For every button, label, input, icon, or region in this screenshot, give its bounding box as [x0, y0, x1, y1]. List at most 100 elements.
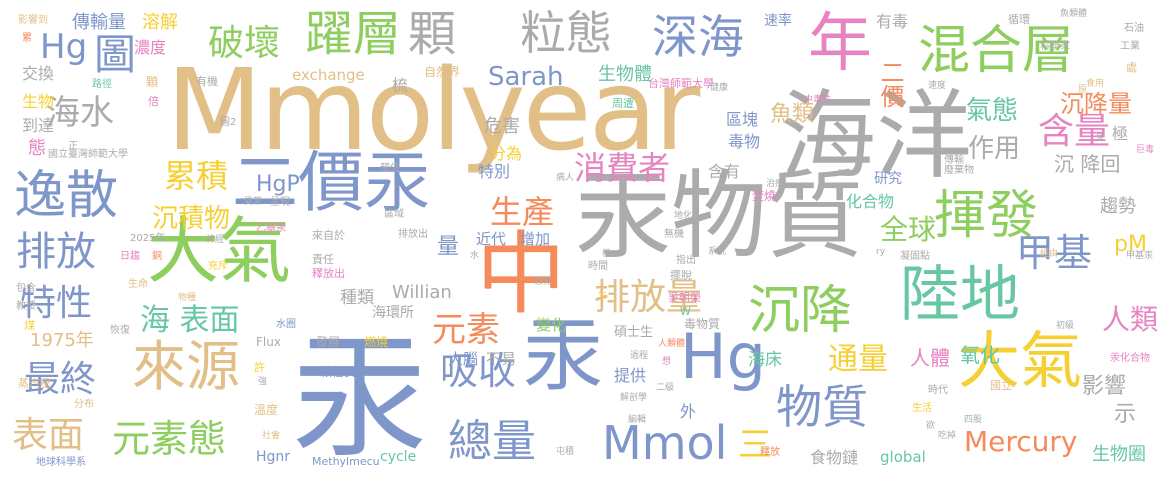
word-nian: 年	[808, 7, 872, 81]
word-tu2: 圖2	[220, 117, 237, 128]
word-hg-big: Hg	[680, 320, 766, 393]
word-cheng-xian: 呈現	[270, 197, 290, 208]
word-she-hui: 社會	[262, 431, 281, 441]
word-exchange: exchange	[292, 66, 365, 84]
word-po-huai: 破壞	[208, 23, 281, 64]
word-guo-li: 國立	[990, 379, 1012, 392]
word-zi-ran-jie: 自然界	[424, 65, 461, 79]
word-hgnr: Hgnr	[256, 449, 291, 465]
word-yi-san: 逸散	[14, 166, 119, 226]
word-sheng-ming: 生命	[128, 279, 148, 290]
word-tong-liang: 通量	[828, 342, 888, 377]
word-lei-ji: 累積	[164, 157, 229, 195]
word-ren-ti: 人體	[910, 346, 950, 370]
word-zeng-jia: 增加	[520, 230, 551, 248]
word-qiang: 強	[258, 377, 268, 387]
word-hun-he-ceng: 混合層	[918, 21, 1075, 81]
word-er-jia-gong: 二價汞	[232, 144, 430, 221]
word-xi-shou: 吸收	[440, 349, 517, 393]
word-shen-hai: 深海	[652, 10, 744, 64]
word-chen: 沉	[666, 93, 676, 103]
word-yu-lei-ti: 魚類體	[1060, 9, 1088, 19]
word-hai-biao-mian: 海 表面	[140, 303, 240, 338]
word-biao-mian: 表面	[12, 415, 85, 456]
word-yan-jiu: 研究	[874, 171, 902, 187]
word-shi-dai: 時代	[928, 385, 948, 396]
word-bian-hua: 變化	[536, 316, 567, 334]
word-sheng: 生	[598, 291, 608, 301]
word-chen-jiang: 沉降	[748, 281, 853, 341]
word-tun-ji: 屯積	[556, 447, 575, 457]
word-sheng-huo: 生活	[912, 403, 932, 414]
word-ren-lei-small: 人類體	[658, 339, 686, 349]
word-chong-chi: 充斥	[208, 261, 228, 272]
word-lai-yuan: 來源	[132, 335, 240, 398]
word-er-jia: 二價	[876, 60, 904, 108]
word-yi-ji-gong: 乙基汞	[256, 223, 286, 234]
word-ke-xue-jia: 科學家	[1040, 41, 1070, 52]
word-jing-you: 經由	[1040, 249, 1059, 259]
word-guo-li-tai-shi-da: 國立臺灣師範大學	[48, 149, 128, 160]
word-mmolyear: Mmolyear	[166, 46, 700, 176]
word-gong-wu-zhi: 汞物質	[575, 160, 863, 272]
word-wu-zhi: 物質	[776, 380, 868, 434]
word-yu-2025: 2025年	[130, 233, 166, 244]
word-shi: 示	[1114, 402, 1137, 427]
word-zheng-qi-ji: 蒸汽壓	[18, 377, 51, 390]
word-dao-da: 到達	[22, 116, 55, 135]
word-chu: 處	[1126, 61, 1137, 74]
word-yu-1975: 1975年	[30, 330, 94, 351]
word-shi-fang: 釋放	[760, 447, 780, 458]
word-su-du: 速度	[928, 81, 947, 91]
word-wu-zhong: 物種	[178, 293, 197, 303]
word-chu-ji: 初級	[1056, 321, 1075, 331]
word-su-lu: 速率	[764, 13, 792, 29]
word-di-hua: 地化	[674, 211, 693, 221]
word-te-bie: 特別	[478, 162, 511, 181]
word-zhong-orange: 中	[476, 222, 566, 327]
word-shi-yong: 食用	[1086, 79, 1105, 89]
word-ning-gu-dian: 凝固點	[900, 251, 930, 262]
word-gong-mid: 汞	[523, 309, 603, 402]
word-xi-tong: 系統	[708, 247, 727, 257]
word-qi-tai: 氣態	[966, 96, 1019, 126]
word-bei: 倍	[148, 95, 159, 108]
word-bao-he: 包含	[16, 283, 36, 294]
word-jia-ji-gong: 甲基汞	[1126, 251, 1154, 261]
word-yuan-su: 元素	[432, 310, 500, 350]
word-shi-wu-lian: 食物鏈	[810, 448, 859, 467]
word-you-du: 有毒	[876, 12, 909, 31]
word-zhou-zao: 周遭	[612, 97, 634, 110]
word-chen-jiang-hui: 沉 降回	[1054, 152, 1121, 176]
word-bu-yi: 不易	[486, 350, 517, 368]
word-zong-liang: 總量	[448, 416, 536, 467]
word-rong-jie: 溶解	[142, 12, 178, 33]
word-shuo-shi-sheng: 碩士生	[614, 325, 654, 340]
word-tong: 銅	[152, 251, 162, 262]
word-flux: Flux	[256, 335, 281, 349]
word-hai-yang: 海洋	[780, 80, 972, 192]
word-zuo-yong: 作用	[968, 134, 1021, 164]
word-shi-fang-chu: 釋放出	[312, 267, 345, 280]
word-gong: 汞	[292, 319, 427, 476]
word-shi-you: 石油	[1124, 23, 1144, 34]
word-si-gu: 四股	[964, 415, 983, 425]
word-gan-ying: 感覺	[534, 277, 553, 287]
word-nong-du: 濃度	[134, 38, 167, 57]
word-da-qi-left: 大氣	[147, 209, 292, 293]
word-hgp: HgP	[256, 172, 300, 197]
word-methylmecu: Methylmecu	[312, 455, 380, 468]
word-shi-jian: 時間	[588, 261, 608, 272]
word-sheng-chan: 生產	[490, 193, 555, 231]
word-tai: 態	[28, 138, 46, 159]
word-zhong-lei: 種類	[340, 288, 374, 308]
word-pm: pM	[1114, 232, 1147, 257]
word-lei: 累	[22, 33, 32, 44]
word-ry: ry	[876, 247, 886, 257]
word-lu-jing: 路徑	[92, 79, 112, 90]
word-xiang: 想	[662, 357, 672, 367]
word-wei-hai: 危害	[484, 116, 520, 137]
word-shu: 梳	[392, 76, 409, 95]
word-ji: 極	[1112, 124, 1129, 143]
word-hai-huan-suo: 海環所	[372, 305, 414, 321]
